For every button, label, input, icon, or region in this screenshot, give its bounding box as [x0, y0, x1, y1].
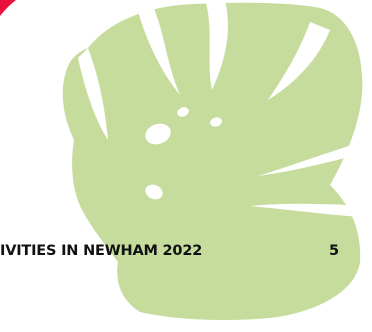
red-corner-mark: [0, 0, 16, 16]
footer-title: IVITIES IN NEWHAM 2022: [0, 243, 203, 259]
page-footer: IVITIES IN NEWHAM 2022 5: [0, 243, 372, 267]
page-number: 5: [329, 243, 340, 259]
